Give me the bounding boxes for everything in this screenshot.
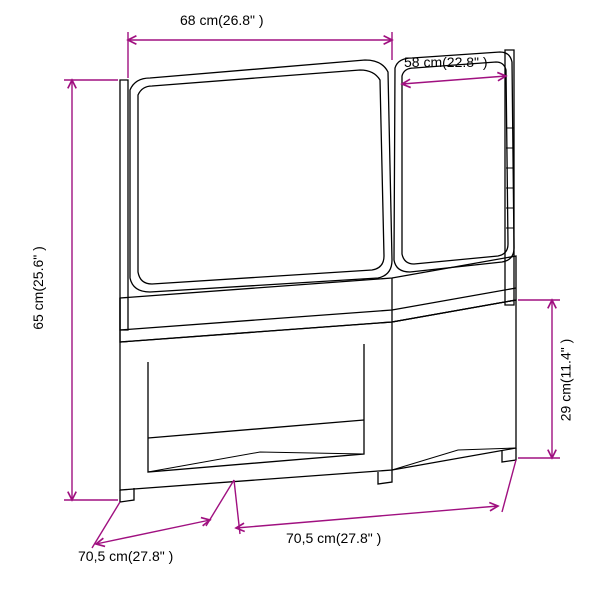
product-outline (120, 50, 516, 502)
dim-height-left: 65 cm(25.6" ) (30, 246, 46, 330)
dim-depth-left-cm: 70,5 cm (78, 548, 128, 564)
dim-height-left-cm: 65 cm (30, 292, 46, 330)
dim-depth-left-in: 27.8" (132, 548, 164, 564)
dim-width-top-cm: 68 cm (180, 12, 218, 28)
dim-width-bottom-in: 27.8" (340, 530, 372, 546)
dim-seat-height-right: 29 cm(11.4" ) (557, 339, 573, 422)
dimension-diagram: 68 cm(26.8" ) 58 cm(22.8" ) 65 cm(25.6" … (0, 0, 600, 600)
dim-width-bottom-cm: 70,5 cm (286, 530, 336, 546)
dim-seat-height-right-cm: 29 cm (557, 383, 573, 421)
dim-cushion-right: 58 cm(22.8" ) (404, 54, 488, 70)
dim-width-top-in: 26.8" (223, 12, 255, 28)
dim-width-top: 68 cm(26.8" ) (180, 12, 264, 28)
dim-depth-left: 70,5 cm(27.8" ) (78, 548, 173, 564)
drawing-svg (0, 0, 600, 600)
dim-cushion-right-cm: 58 cm (404, 54, 442, 70)
dim-width-bottom: 70,5 cm(27.8" ) (286, 530, 381, 546)
dim-cushion-right-in: 22.8" (447, 54, 479, 70)
dim-seat-height-right-in: 11.4" (557, 347, 573, 378)
dim-height-left-in: 25.6" (30, 255, 46, 287)
